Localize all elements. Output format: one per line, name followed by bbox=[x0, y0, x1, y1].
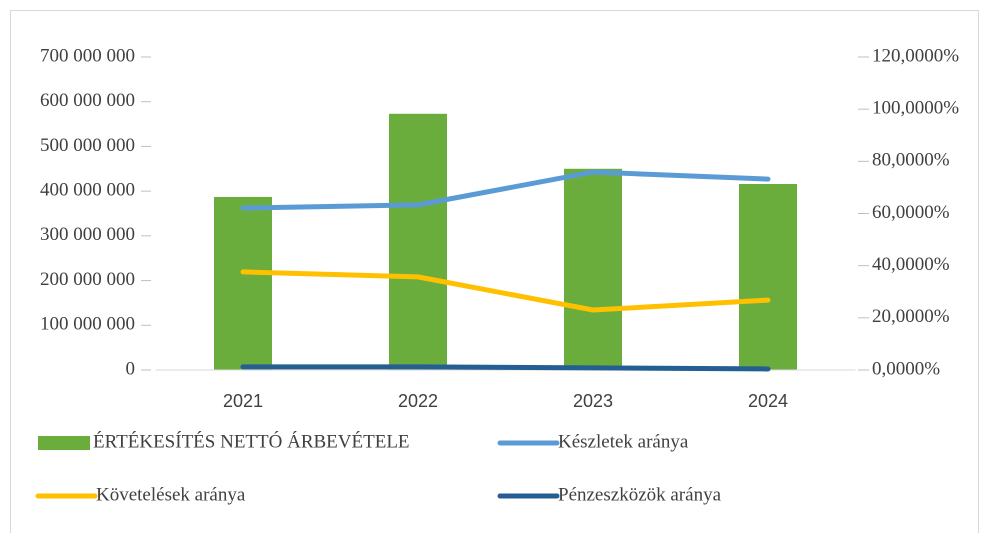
y-tick-label: 500 000 000 bbox=[40, 135, 135, 156]
y2-tick-label: 100,0000% bbox=[872, 98, 959, 119]
y2-tick-label: 40,0000% bbox=[872, 254, 950, 275]
legend-label: ÉRTÉKESÍTÉS NETTÓ ÁRBEVÉTELE bbox=[93, 430, 410, 452]
y2-tick-label: 60,0000% bbox=[872, 202, 950, 223]
legend-label: Készletek aránya bbox=[558, 431, 689, 452]
y-tick-label: 0 bbox=[126, 358, 136, 379]
legend-label: Követelések aránya bbox=[96, 484, 246, 505]
x-tick-label: 2022 bbox=[398, 391, 438, 411]
x-tick-label: 2024 bbox=[748, 391, 788, 411]
y-tick-label: 200 000 000 bbox=[40, 269, 135, 290]
bar bbox=[389, 113, 447, 370]
x-tick-label: 2023 bbox=[573, 391, 613, 411]
y2-tick-label: 80,0000% bbox=[872, 150, 950, 171]
y-tick-label: 600 000 000 bbox=[40, 90, 135, 111]
y-tick-label: 100 000 000 bbox=[40, 314, 135, 335]
y-tick-label: 400 000 000 bbox=[40, 180, 135, 201]
legend-swatch bbox=[38, 436, 90, 450]
legend-label: Pénzeszközök aránya bbox=[558, 484, 722, 505]
x-tick-label: 2021 bbox=[223, 391, 263, 411]
line bbox=[240, 169, 771, 211]
y2-tick-label: 120,0000% bbox=[872, 45, 959, 66]
y2-tick-label: 0,0000% bbox=[872, 358, 940, 379]
y-tick-label: 300 000 000 bbox=[40, 224, 135, 245]
line bbox=[240, 364, 771, 372]
y2-tick-label: 20,0000% bbox=[872, 306, 950, 327]
chart-frame bbox=[10, 10, 979, 533]
line bbox=[240, 269, 771, 313]
bar bbox=[564, 168, 622, 370]
bar bbox=[214, 196, 272, 370]
y-tick-label: 700 000 000 bbox=[40, 45, 135, 66]
bar bbox=[739, 183, 797, 370]
